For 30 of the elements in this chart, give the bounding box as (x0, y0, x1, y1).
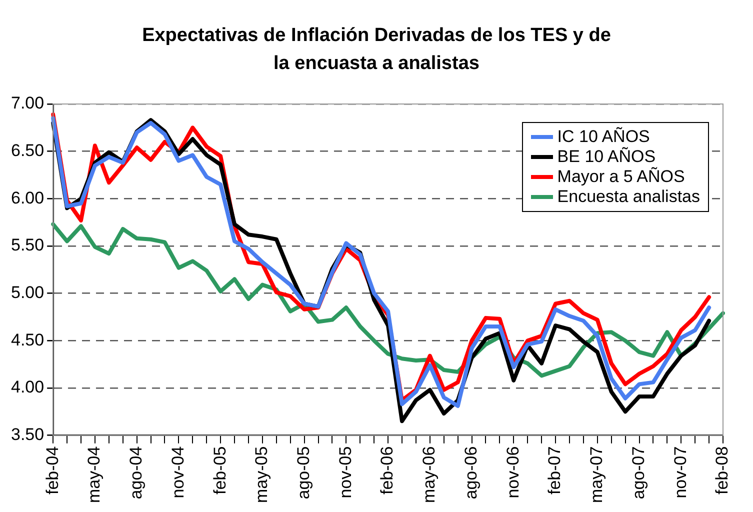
x-tick-label: feb-05 (210, 446, 230, 495)
legend-label: BE 10 AÑOS (557, 147, 656, 167)
x-tick-label: feb-04 (42, 446, 62, 495)
x-tick-label: ago-05 (294, 446, 313, 500)
x-tick-label: may-06 (420, 446, 439, 503)
x-tick-label: nov-04 (168, 446, 188, 498)
x-tick-label: feb-08 (712, 446, 732, 495)
legend-label: Encuesta analistas (557, 187, 700, 207)
y-tick-label: 4.00 (10, 378, 44, 397)
x-tick-label: ago-07 (628, 446, 648, 500)
x-tick-label: feb-07 (545, 446, 564, 495)
x-tick-label: feb-06 (378, 446, 397, 495)
x-tick-label: ago-06 (461, 446, 480, 500)
y-tick-label: 6.50 (10, 141, 44, 160)
x-tick-label: nov-06 (503, 446, 522, 498)
x-tick-label: nov-07 (670, 446, 690, 498)
y-tick-label: 7.00 (10, 94, 44, 113)
y-tick-label: 3.50 (10, 425, 44, 444)
legend-label: Mayor a 5 AÑOS (557, 167, 685, 187)
x-tick-label: nov-05 (336, 446, 355, 498)
y-tick-label: 4.50 (10, 330, 44, 350)
legend-label: IC 10 AÑOS (557, 127, 650, 147)
y-tick-label: 6.00 (10, 188, 44, 208)
x-tick-label: may-04 (84, 446, 104, 503)
x-tick-label: ago-04 (126, 446, 146, 500)
x-tick-label: may-07 (587, 446, 606, 503)
y-tick-label: 5.00 (10, 283, 44, 302)
chart-title: Expectativas de Inflación Derivadas de los TES y de la encuasta a analistas (141, 24, 612, 76)
y-tick-label: 5.50 (10, 236, 44, 255)
x-tick-label: may-05 (252, 446, 272, 503)
